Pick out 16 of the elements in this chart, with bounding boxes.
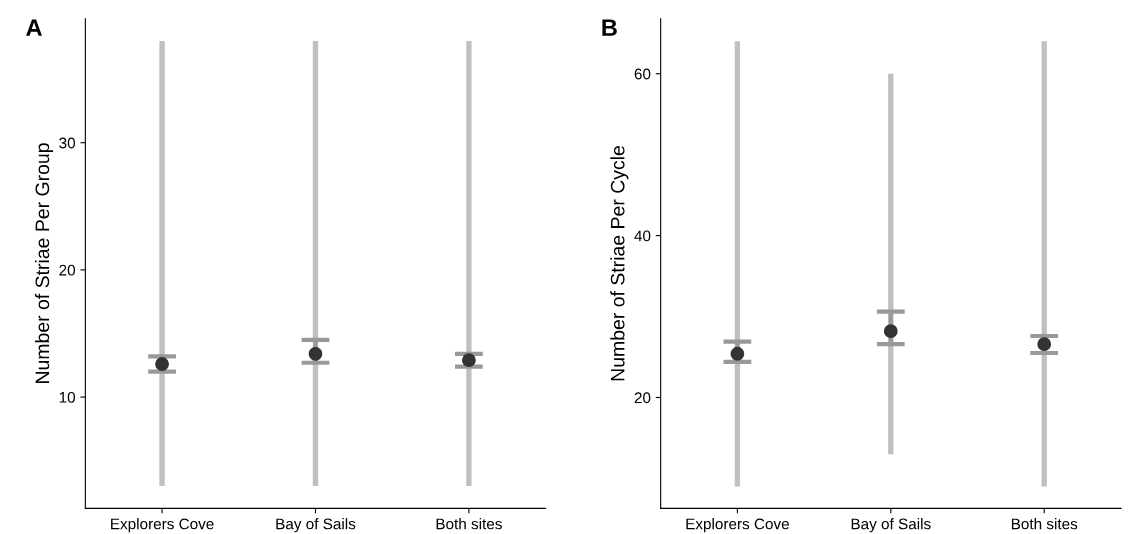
x-tick-label: Both sites xyxy=(436,518,502,530)
y-tick-label: 20 xyxy=(634,392,651,404)
y-axis-title: Number of Striae Per Group xyxy=(34,143,54,383)
x-tick-label: Bay of Sails xyxy=(851,518,931,533)
x-tick-label: Explorers Cove xyxy=(686,518,789,533)
chart-title: A xyxy=(26,19,42,36)
y-tick-label: 30 xyxy=(59,137,76,149)
x-tick-label: Bay of Sails xyxy=(276,518,356,533)
x-tick-label: Explorers Cove xyxy=(111,518,214,533)
chart-title: B xyxy=(602,19,617,36)
y-axis-title: Number of Striae Per Cycle xyxy=(610,146,629,381)
y-tick-label: 40 xyxy=(634,230,651,242)
y-tick-label: 20 xyxy=(59,264,76,276)
y-tick-label: 10 xyxy=(59,391,76,403)
x-tick-label: Both sites xyxy=(1011,518,1078,530)
y-tick-label: 60 xyxy=(634,68,651,80)
